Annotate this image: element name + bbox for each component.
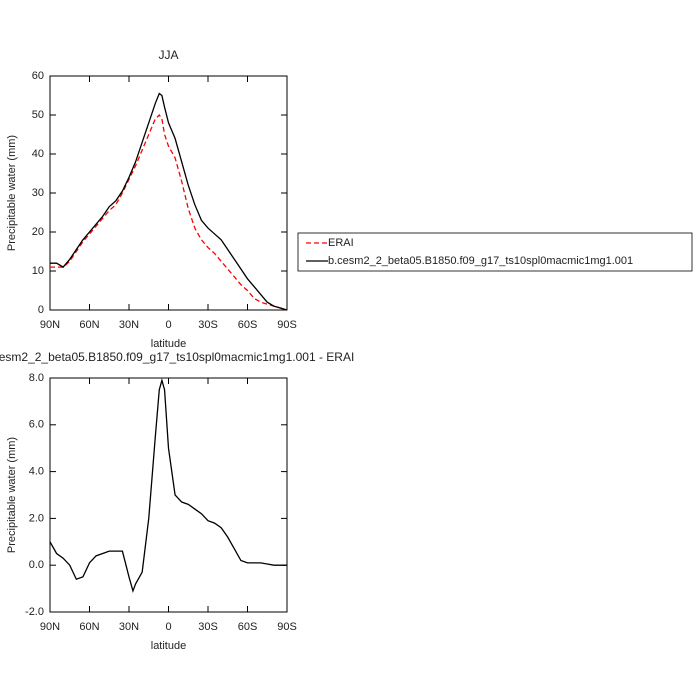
x-axis-label: latitude — [151, 640, 186, 652]
chart-title: b.cesm2_2_beta05.B1850.f09_g17_ts10spl0m… — [0, 350, 354, 364]
x-tick-label: 0 — [165, 621, 171, 633]
plot-frame — [49, 75, 288, 311]
x-tick-label: 30N — [119, 319, 139, 331]
y-tick-label: 4.0 — [29, 466, 44, 478]
y-tick-label: 30 — [32, 187, 44, 199]
y-tick-label: 2.0 — [29, 512, 44, 524]
x-tick-label: 90S — [277, 621, 297, 633]
y-tick-label: -2.0 — [25, 606, 44, 618]
y-tick-label: 50 — [32, 109, 44, 121]
x-tick-label: 90N — [40, 319, 60, 331]
legend-label: ERAI — [328, 237, 354, 249]
y-tick-label: 6.0 — [29, 419, 44, 431]
y-axis-label: Precipitable water (mm) — [6, 437, 18, 553]
y-tick-label: 40 — [32, 148, 44, 160]
x-tick-label: 30S — [198, 319, 218, 331]
series-line — [49, 377, 287, 594]
x-tick-label: 60N — [79, 621, 99, 633]
x-tick-label: 90S — [277, 319, 297, 331]
y-tick-label: 8.0 — [29, 372, 44, 384]
x-tick-label: 30N — [119, 621, 139, 633]
series-line — [50, 92, 288, 311]
legend-box — [297, 232, 693, 272]
x-axis-label: latitude — [151, 338, 186, 350]
legend-label: b.cesm2_2_beta05.B1850.f09_g17_ts10spl0m… — [328, 255, 633, 267]
x-tick-label: 30S — [198, 621, 218, 633]
y-tick-label: 0 — [38, 304, 44, 316]
x-tick-label: 60S — [238, 621, 258, 633]
plot-frame — [49, 377, 288, 613]
series-line — [50, 113, 288, 311]
x-tick-label: 60S — [238, 319, 258, 331]
y-tick-label: 60 — [32, 70, 44, 82]
x-tick-label: 60N — [79, 319, 99, 331]
y-tick-label: 0.0 — [29, 559, 44, 571]
x-tick-label: 0 — [165, 319, 171, 331]
y-tick-label: 20 — [32, 226, 44, 238]
y-axis-label: Precipitable water (mm) — [6, 135, 18, 251]
x-tick-label: 90N — [40, 621, 60, 633]
chart-title: JJA — [158, 48, 178, 62]
y-tick-label: 10 — [32, 265, 44, 277]
